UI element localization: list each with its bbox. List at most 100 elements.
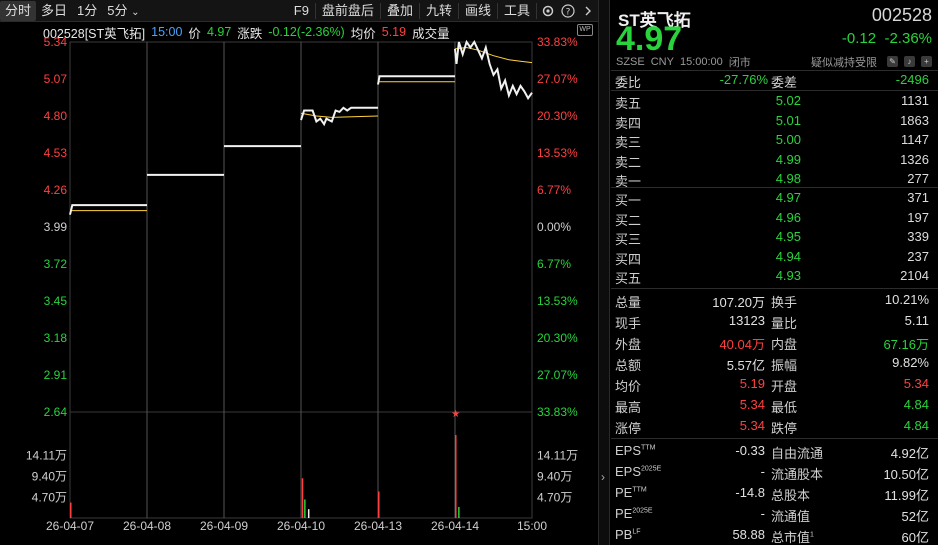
bid-level-row[interactable]: 买三 4.95 339 — [611, 227, 938, 247]
order-diff-label: 委差 — [771, 75, 798, 90]
f9-button[interactable]: F9 — [293, 2, 309, 18]
tab-1min[interactable]: 1分 — [77, 2, 98, 18]
stat-label: 均价 — [615, 379, 642, 394]
fundamental-row: PBLF 58.88 总市值1 60亿 — [611, 525, 938, 545]
stat-value: 10.21% — [884, 292, 929, 307]
x-tick-label: 26-04-14 — [431, 519, 479, 533]
stat-label: 总额 — [615, 358, 642, 373]
stat-value: 5.34 — [739, 418, 765, 433]
ask-level-label: 卖四 — [615, 115, 642, 131]
toolbar-divider — [496, 2, 498, 19]
add-icon[interactable]: + — [921, 56, 932, 67]
ask-level-label: 卖五 — [615, 96, 642, 111]
quote-time: 15:00:00 — [679, 55, 723, 68]
fundamental-label: 流通股本 — [771, 467, 824, 482]
tab-5min[interactable]: 5分 ⌄ — [102, 1, 144, 21]
chart-stock-label: 002528[ST英飞拓] — [43, 26, 146, 41]
chevron-right-icon[interactable]: › — [601, 470, 605, 484]
ask-level-volume: 277 — [907, 171, 929, 186]
bid-level-volume: 371 — [907, 190, 929, 205]
ask-level-row[interactable]: 卖一 4.98 277 — [611, 169, 938, 189]
x-tick-label: 15:00 — [517, 519, 547, 533]
y-tick-label: 3.18 — [44, 331, 68, 345]
chart-price-label: 价 — [188, 26, 201, 41]
stat-value: 40.04万 — [719, 337, 765, 352]
svg-text:?: ? — [566, 7, 571, 17]
wp-badge[interactable]: WP — [577, 24, 593, 36]
tab-multi-day[interactable]: 多日 — [41, 2, 68, 18]
fundamental-value: 4.92亿 — [890, 446, 929, 461]
edit-icon[interactable]: ✎ — [887, 56, 898, 67]
order-ratio-row: 委比 -27.76% 委差 -2496 — [611, 70, 938, 90]
stat-label: 换手 — [771, 295, 798, 310]
bid-level-label: 买二 — [615, 212, 642, 228]
pct-tick-label: 13.53% — [537, 294, 578, 308]
fundamental-label-suffix: LF — [632, 528, 641, 536]
fundamental-value: -14.8 — [735, 485, 765, 500]
bid-level-label: 买四 — [615, 251, 642, 267]
fundamental-label: 流通值 — [771, 509, 811, 524]
fundamental-label: 总股本 — [771, 488, 811, 503]
fundamental-label-suffix: 2025E — [632, 507, 653, 515]
bid-level-row[interactable]: 买五 4.93 2104 — [611, 266, 938, 286]
volume-tick-label: 4.70万 — [32, 490, 67, 504]
nine-turn-button[interactable]: 九转 — [425, 2, 452, 18]
bell-icon[interactable]: ♪ — [904, 56, 915, 67]
bid-level-label: 买三 — [615, 232, 642, 247]
fundamental-value: - — [760, 464, 765, 479]
bid-level-row[interactable]: 买四 4.94 237 — [611, 247, 938, 267]
order-ratio-value: -27.76% — [719, 72, 768, 87]
stat-label: 跌停 — [771, 421, 798, 436]
tools-button[interactable]: 工具 — [503, 2, 530, 18]
ask-level-price: 5.00 — [775, 132, 801, 147]
intraday-chart[interactable]: 5.34 33.83% 5.07 27.07% 4.80 20.30% 4.53 13.53%… — [0, 22, 598, 545]
fundamental-row: EPS2025E - 流通股本 10.50亿 — [611, 462, 938, 483]
panel-divider[interactable]: › — [598, 0, 610, 545]
info-icon[interactable]: 1 — [810, 531, 814, 539]
fundamental-label: EPSTTM — [615, 443, 656, 458]
price-line — [454, 39, 533, 101]
x-tick-label: 26-04-13 — [354, 519, 402, 533]
stock-name: ST英飞拓 — [618, 11, 691, 30]
bid-level-label: 买一 — [615, 193, 642, 208]
premarket-button[interactable]: 盘前盘后 — [321, 2, 374, 18]
market: SZSE — [616, 55, 645, 68]
stat-label: 振幅 — [771, 358, 798, 373]
fundamental-label: 自由流通 — [771, 446, 824, 461]
ask-level-row[interactable]: 卖五 5.02 1131 — [611, 91, 938, 111]
price-line — [300, 106, 378, 127]
fundamental-label: PBLF — [615, 527, 641, 542]
draw-line-button[interactable]: 画线 — [464, 2, 491, 18]
ask-level-volume: 1131 — [901, 93, 929, 108]
stat-label: 内盘 — [771, 337, 798, 352]
overlay-button[interactable]: 叠加 — [386, 2, 413, 18]
x-tick-label: 26-04-09 — [200, 519, 248, 533]
order-ratio-label: 委比 — [615, 75, 642, 90]
fundamental-row: PE2025E - 流通值 52亿 — [611, 504, 938, 525]
restriction-note: 疑似减持受限 — [811, 56, 877, 69]
pct-tick-label: 0.00% — [537, 220, 571, 234]
stat-value: 5.34 — [903, 376, 929, 391]
bid-level-row[interactable]: 买二 4.96 197 — [611, 208, 938, 228]
ask-level-row[interactable]: 卖三 5.00 1147 — [611, 130, 938, 150]
gear-icon[interactable] — [538, 1, 558, 21]
bid-level-row[interactable]: 买一 4.97 371 — [611, 188, 938, 208]
ask-level-row[interactable]: 卖二 4.99 1326 — [611, 150, 938, 170]
divider — [611, 438, 938, 439]
ask-level-row[interactable]: 卖四 5.01 1863 — [611, 111, 938, 131]
y-tick-label: 3.99 — [44, 220, 68, 234]
stat-value: 5.19 — [739, 376, 765, 391]
fundamental-value: 10.50亿 — [883, 467, 929, 482]
chart-change: -0.12(-2.36%) — [268, 25, 345, 39]
stat-value: 5.11 — [904, 313, 929, 328]
chevron-right-icon[interactable] — [578, 1, 598, 21]
tab-intraday[interactable]: 分时 — [0, 0, 37, 21]
stat-label: 最低 — [771, 400, 798, 415]
stat-label: 开盘 — [771, 379, 798, 394]
stat-value: 67.16万 — [883, 337, 929, 352]
stat-value: 5.34 — [739, 397, 765, 412]
volume-tick-label: 9.40万 — [537, 470, 572, 484]
help-icon[interactable]: ? — [558, 1, 578, 21]
bid-level-price: 4.93 — [775, 268, 801, 283]
ask-level-volume: 1147 — [901, 132, 929, 147]
